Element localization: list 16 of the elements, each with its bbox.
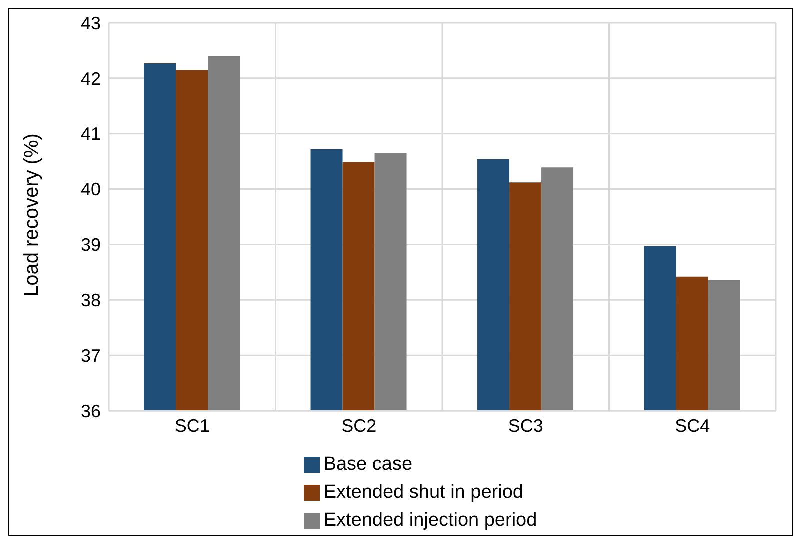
y-tick-label: 40 [80,180,101,200]
y-tick-label: 38 [80,290,101,311]
x-tick-label: SC1 [174,416,210,436]
x-tick-label: SC2 [342,416,377,436]
y-tick-label: 36 [80,401,101,422]
y-tick-label: 39 [80,235,101,256]
x-tick-label: SC3 [508,416,544,436]
legend-label: Extended injection period [324,510,538,531]
x-tick-label: SC4 [675,416,710,436]
legend-label: Base case [324,454,413,475]
y-axis-title: Load recovery (%) [21,134,44,297]
y-tick-label: 41 [80,124,101,144]
y-tick-label: 42 [80,68,101,89]
y-tick-label: 37 [80,346,101,366]
y-tick-label: 43 [80,13,101,34]
legend-label: Extended shut in period [324,482,524,503]
